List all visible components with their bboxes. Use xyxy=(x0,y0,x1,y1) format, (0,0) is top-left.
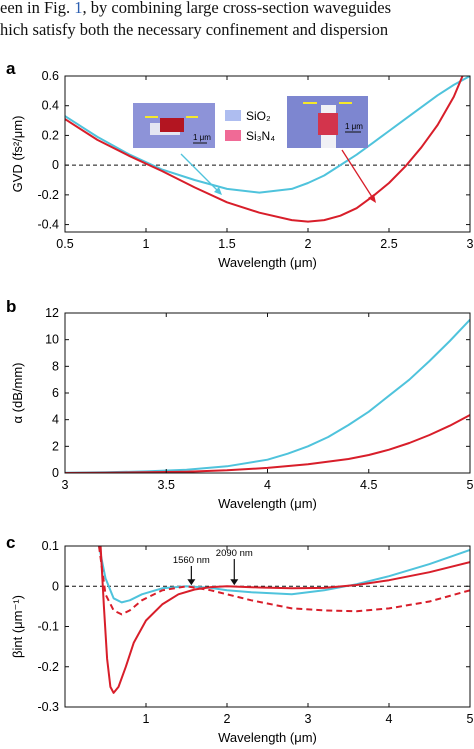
x-axis-label: Wavelength (μm) xyxy=(218,255,317,270)
caption-text-cont: , by combining large cross-section waveg… xyxy=(82,0,392,17)
y-tick-label: -0.3 xyxy=(37,700,59,714)
y-axis-label: GVD (fs²/μm) xyxy=(10,116,25,193)
panel-letter: a xyxy=(6,59,16,78)
x-tick-label: 2 xyxy=(305,237,312,251)
annotation-arrowhead xyxy=(187,579,196,586)
caption-text: een in Fig. xyxy=(0,0,75,17)
plot-frame xyxy=(64,312,471,474)
plot-frame xyxy=(64,75,471,233)
x-tick-label: 3 xyxy=(467,237,474,251)
legend-label: SiO₂ xyxy=(246,109,271,123)
y-tick-label: 0.1 xyxy=(42,539,59,553)
y-tick-label: 0.6 xyxy=(42,69,59,83)
panel-a: a 0.5 1 1.5 2 2.5 3 -0.4 -0.2 0 0.2 0.4 0.6 Wavelengt… xyxy=(6,59,474,270)
x-tick-label: 3 xyxy=(305,712,312,726)
x-tick-label: 3.5 xyxy=(158,478,175,492)
x-axis-label: Wavelength (μm) xyxy=(218,496,317,511)
y-tick-label: 0.4 xyxy=(42,99,59,113)
legend-swatch xyxy=(225,130,241,141)
figure-reference-link[interactable]: 1 xyxy=(74,0,83,17)
y-tick-label: -0.1 xyxy=(37,620,59,634)
y-tick-label: 4 xyxy=(52,413,59,427)
inset-core xyxy=(318,113,338,135)
pointer-arrow-si3n4 xyxy=(341,149,375,201)
series-line-2 xyxy=(98,546,470,616)
x-tick-label: 3 xyxy=(62,478,69,492)
y-tick-label: 12 xyxy=(45,306,59,320)
panel-c: c 1 2 3 4 5 -0.3 -0.2 -0.1 0 0.1 Wavelength (μm) βin… xyxy=(6,533,474,745)
y-axis-label: α (dB/mm) xyxy=(10,363,25,424)
pointer-arrow-sio2 xyxy=(180,153,221,194)
x-axis-label: Wavelength (μm) xyxy=(218,730,317,745)
legend-label: Si₃N₄ xyxy=(246,129,275,143)
series-line-2 xyxy=(65,76,464,223)
legend-swatch xyxy=(225,110,241,121)
scale-bar-label: 1 μm xyxy=(345,122,363,131)
x-tick-label: 2 xyxy=(224,712,231,726)
y-tick-label: 0 xyxy=(52,579,59,593)
x-tick-label: 4 xyxy=(386,712,393,726)
y-tick-label: -0.4 xyxy=(37,218,59,232)
x-tick-label: 5 xyxy=(467,712,474,726)
y-tick-label: -0.2 xyxy=(37,660,59,674)
inset-image-sio2-waveguide: 1 μm xyxy=(133,103,215,148)
y-tick-label: 10 xyxy=(45,333,59,347)
x-tick-label: 1 xyxy=(143,237,150,251)
inset-core xyxy=(160,118,184,132)
x-tick-label: 4.5 xyxy=(360,478,377,492)
pointer-arrowhead xyxy=(214,187,222,195)
series-line-1 xyxy=(65,319,470,473)
series-line-3 xyxy=(99,546,470,694)
y-tick-label: 2 xyxy=(52,439,59,453)
series-line-2 xyxy=(65,414,470,473)
y-tick-label: -0.2 xyxy=(37,188,59,202)
x-tick-label: 4 xyxy=(264,478,271,492)
x-tick-label: 0.5 xyxy=(56,237,73,251)
y-tick-label: 8 xyxy=(52,359,59,373)
inset-image-si3n4-waveguide: 1 μm xyxy=(287,96,368,148)
annotation-arrowhead xyxy=(230,579,239,586)
pointer-arrowhead xyxy=(368,194,376,203)
y-tick-label: 0.2 xyxy=(42,128,59,142)
annotation-label: 1560 nm xyxy=(173,555,210,566)
panel-letter: b xyxy=(6,297,16,316)
panel-b: b 3 3.5 4 4.5 5 0 2 4 6 8 10 12 Wavelength (μm) α (dB/… xyxy=(6,297,474,511)
y-tick-label: 6 xyxy=(52,386,59,400)
x-tick-label: 1 xyxy=(143,712,150,726)
caption-line-2: hich satisfy both the necessary confinem… xyxy=(0,20,389,39)
scale-bar-label: 1 μm xyxy=(193,133,211,142)
x-tick-label: 1.5 xyxy=(218,237,235,251)
y-tick-label: 0 xyxy=(52,466,59,480)
x-tick-label: 5 xyxy=(467,478,474,492)
annotation-label: 2090 nm xyxy=(216,548,253,559)
y-axis-label: βint (μm⁻¹) xyxy=(10,595,25,658)
panel-letter: c xyxy=(6,533,15,552)
x-tick-label: 2.5 xyxy=(380,237,397,251)
y-tick-label: 0 xyxy=(52,158,59,172)
caption-line-1: een in Fig. 1, by combining large cross-… xyxy=(0,0,474,18)
series-line-1 xyxy=(65,76,470,194)
